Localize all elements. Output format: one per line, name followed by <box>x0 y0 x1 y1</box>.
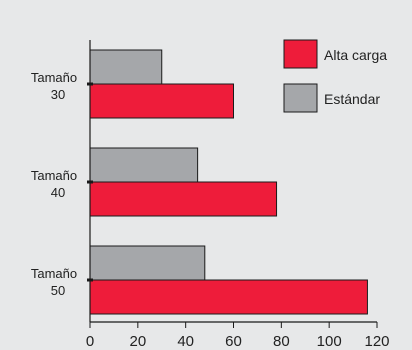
legend-label: Estándar <box>324 91 380 107</box>
legend-swatch <box>283 83 318 113</box>
category-label-line2: 40 <box>51 185 65 200</box>
category-label-line1: Tamaño <box>31 266 77 281</box>
x-tick-label: 80 <box>273 333 290 350</box>
x-tick-label: 40 <box>177 333 194 350</box>
category-label-line1: Tamaño <box>31 70 77 85</box>
x-tick-label: 20 <box>129 333 146 350</box>
bar-alta-carga-30 <box>89 83 234 119</box>
x-tick-label: 120 <box>364 333 389 350</box>
legend-swatch <box>283 39 318 69</box>
x-tick-label: 100 <box>317 333 342 350</box>
bar-estandar-30 <box>89 49 163 85</box>
labels-group: 0 20 40 60 80 100 120 Tamaño 30 Tamaño 40 Tamaño 50 <box>31 70 390 350</box>
bar-estandar-40 <box>89 147 199 183</box>
bar-estandar-50 <box>89 245 206 281</box>
bars-group <box>89 49 368 315</box>
category-label-line2: 50 <box>51 283 65 298</box>
category-label: Tamaño 30 <box>31 70 77 102</box>
category-label: Tamaño 50 <box>31 266 77 298</box>
category-label-line2: 30 <box>51 87 65 102</box>
category-label: Tamaño 40 <box>31 168 77 200</box>
x-tick-label: 60 <box>225 333 242 350</box>
bar-alta-carga-50 <box>89 279 368 315</box>
axes-group <box>87 40 378 328</box>
legend: Alta carga Estándar <box>283 39 387 113</box>
x-tick-label: 0 <box>86 333 94 350</box>
bar-alta-carga-40 <box>89 181 278 217</box>
category-label-line1: Tamaño <box>31 168 77 183</box>
legend-label: Alta carga <box>324 47 387 63</box>
